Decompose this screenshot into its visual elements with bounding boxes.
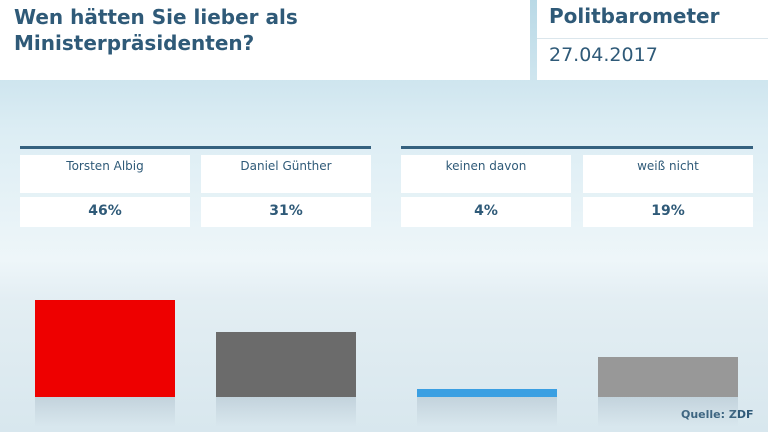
group-rule: [401, 146, 753, 149]
bar: [417, 388, 557, 397]
bar-reflection: [35, 397, 175, 427]
brand: Politbarometer: [549, 4, 720, 28]
category-label: weiß nicht: [583, 155, 753, 193]
title-box: [0, 0, 530, 80]
bar: [598, 356, 738, 397]
chart-title: Wen hätten Sie lieber als Ministerpräsid…: [14, 5, 298, 55]
value-label: 31%: [201, 197, 371, 227]
value-label: 19%: [583, 197, 753, 227]
divider: [537, 38, 768, 39]
bar-reflection: [417, 397, 557, 427]
brand-box: [537, 0, 768, 80]
bar-reflection: [598, 397, 738, 427]
date: 27.04.2017: [549, 44, 658, 66]
bar: [35, 299, 175, 397]
category-label: Torsten Albig: [20, 155, 190, 193]
bar: [216, 331, 356, 397]
bar-reflection: [216, 397, 356, 427]
value-label: 46%: [20, 197, 190, 227]
category-label: Daniel Günther: [201, 155, 371, 193]
category-label: keinen davon: [401, 155, 571, 193]
value-label: 4%: [401, 197, 571, 227]
source: Quelle: ZDF: [681, 408, 754, 421]
group-rule: [20, 146, 371, 149]
